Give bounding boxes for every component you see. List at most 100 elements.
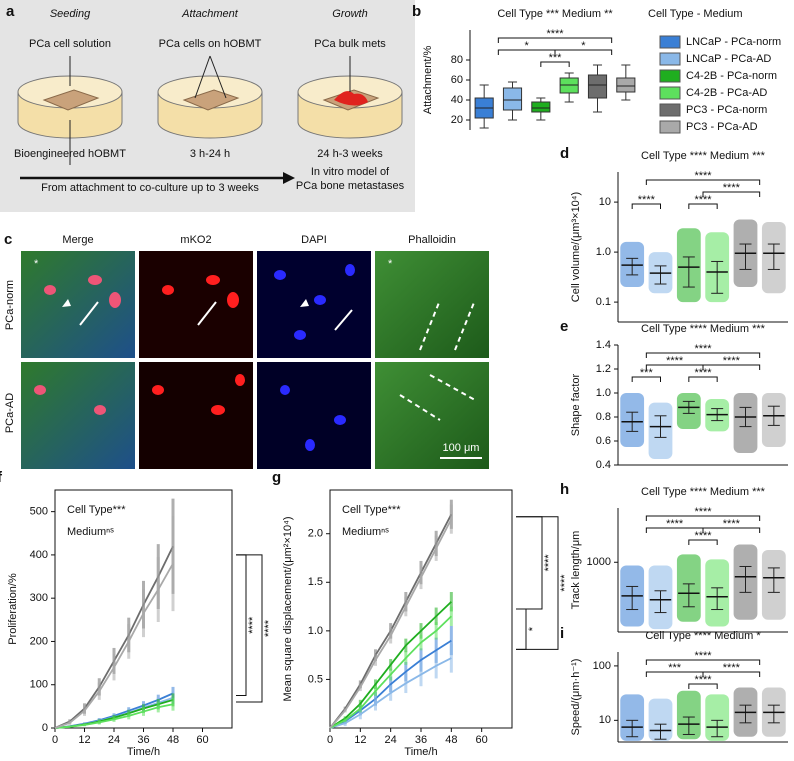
legend-swatch xyxy=(659,52,681,66)
micrograph xyxy=(375,251,489,358)
y-tick-label: 200 xyxy=(30,635,48,647)
significance-label: **** xyxy=(723,662,741,674)
y-tick-label: 0.4 xyxy=(596,459,611,471)
y-tick-label: 100 xyxy=(30,679,48,691)
y-tick-label: 400 xyxy=(30,549,48,561)
series-line xyxy=(329,601,452,729)
panel-label: c xyxy=(4,231,12,248)
significance-label: **** xyxy=(694,530,712,542)
micrograph xyxy=(21,362,135,469)
legend-swatch xyxy=(659,86,681,100)
x-tick-label: 24 xyxy=(108,734,120,746)
dot-cloud xyxy=(676,690,701,740)
significance-label: **** xyxy=(694,367,712,379)
series-line xyxy=(329,615,452,729)
significance-bracket xyxy=(702,671,761,677)
y-axis-label: Shape factor xyxy=(570,373,582,436)
significance-label: **** xyxy=(694,194,712,206)
x-tick-label: 12 xyxy=(78,734,90,746)
note: Cell Type*** xyxy=(342,504,401,516)
significance-bracket xyxy=(540,61,570,67)
panel-label: f xyxy=(0,469,3,486)
significance-label: *** xyxy=(549,52,563,64)
x-tick-label: 12 xyxy=(354,734,366,746)
y-tick-label: 0.5 xyxy=(308,673,323,685)
significance-label: *** xyxy=(668,662,682,674)
x-axis-label: Time/h xyxy=(127,746,160,756)
y-tick-label: 1.2 xyxy=(596,363,611,375)
chart-title: Cell Type **** Medium *** xyxy=(641,323,766,335)
step-bottom: 24 h-3 weeks xyxy=(317,148,383,160)
y-axis-label: Track length/μm xyxy=(570,531,582,610)
x-tick-label: 0 xyxy=(327,734,333,746)
significance-label: **** xyxy=(694,343,712,355)
arrowhead xyxy=(62,299,71,307)
panel-label: g xyxy=(272,469,281,486)
significance-label: * xyxy=(581,40,586,52)
outcome: PCa bone metastases xyxy=(296,180,405,192)
legend-label: LNCaP - PCa-AD xyxy=(686,53,771,65)
significance-bracket xyxy=(554,49,613,55)
significance-bracket xyxy=(702,527,761,533)
significance-label: **** xyxy=(559,574,571,592)
significance-bracket xyxy=(236,554,247,697)
significance-bracket xyxy=(645,659,761,665)
significance-bracket xyxy=(688,203,718,209)
step-top: PCa cells on hOBMT xyxy=(159,38,262,50)
significance-label: **** xyxy=(723,182,741,194)
significance-label: *** xyxy=(640,367,654,379)
legend-swatch xyxy=(659,103,681,117)
legend-label: C4-2B - PCa-AD xyxy=(686,87,767,99)
y-tick-label: 80 xyxy=(451,54,463,66)
chart-title: Cell Type **** Medium *** xyxy=(641,486,766,498)
x-tick-label: 0 xyxy=(52,734,58,746)
step-top: PCa bulk mets xyxy=(314,38,386,50)
cells xyxy=(152,275,245,415)
chart-title: Cell Type **** Medium * xyxy=(645,630,761,642)
significance-label: **** xyxy=(694,506,712,518)
y-tick-label: 1.0 xyxy=(308,625,323,637)
note: Mediumⁿˢ xyxy=(67,526,114,538)
x-tick-label: 60 xyxy=(196,734,208,746)
significance-label: **** xyxy=(543,554,555,572)
x-tick-label: 36 xyxy=(137,734,149,746)
cells xyxy=(34,275,121,415)
panel-label: b xyxy=(412,3,421,20)
box xyxy=(502,87,523,111)
series-line xyxy=(329,639,452,729)
row-label: PCa-norm xyxy=(4,280,16,330)
panel-label: e xyxy=(560,318,568,335)
dot-cloud xyxy=(705,694,730,741)
micrograph xyxy=(257,362,371,469)
significance-bracket xyxy=(645,515,761,521)
chart-title: Cell Type **** Medium *** xyxy=(641,150,766,162)
step-bottom: 3 h-24 h xyxy=(190,148,230,160)
significance-label: **** xyxy=(694,674,712,686)
significance-bracket xyxy=(702,364,761,370)
series-line xyxy=(329,518,453,729)
nuclei xyxy=(274,264,355,451)
significance-label: **** xyxy=(263,619,275,637)
y-tick-label: 1000 xyxy=(587,556,611,568)
significance-label: **** xyxy=(638,194,656,206)
legend-swatch xyxy=(659,35,681,49)
significance-bracket xyxy=(236,554,263,703)
note: Mediumⁿˢ xyxy=(342,526,389,538)
legend-swatch xyxy=(659,120,681,134)
y-axis-label: Attachment/% xyxy=(422,46,434,115)
box xyxy=(531,101,551,113)
column-label: Phalloidin xyxy=(408,234,456,246)
box xyxy=(616,77,636,93)
panel-a: a Seeding Attachment Growth PCa cell sol… xyxy=(0,0,415,212)
x-tick-label: 60 xyxy=(476,734,488,746)
step-bottom: Bioengineered hOBMT xyxy=(14,148,126,160)
significance-label: **** xyxy=(247,616,259,634)
y-tick-label: 10 xyxy=(599,714,611,726)
significance-label: **** xyxy=(666,518,684,530)
chart-title: Cell Type *** Medium ** xyxy=(497,8,613,20)
y-tick-label: 0.8 xyxy=(596,411,611,423)
x-tick-label: 24 xyxy=(385,734,397,746)
series-line xyxy=(54,692,174,729)
x-tick-label: 48 xyxy=(167,734,179,746)
significance-bracket xyxy=(645,179,761,185)
